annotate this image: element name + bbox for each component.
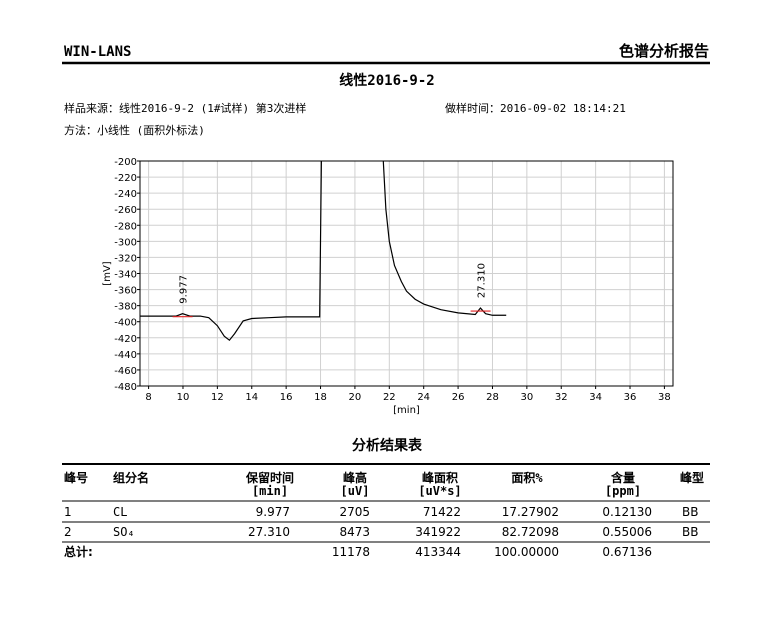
total-label: 总计:: [64, 544, 93, 559]
column-header: 含量: [611, 470, 635, 485]
y-tick-label: -240: [114, 189, 137, 200]
table-cell: BB: [682, 505, 698, 519]
column-header: 保留时间: [245, 470, 294, 485]
x-tick-label: 36: [624, 392, 637, 403]
y-tick-label: -300: [114, 237, 137, 248]
y-tick-label: -480: [114, 382, 137, 393]
total-cell: 100.00000: [494, 545, 559, 559]
table-cell: 9.977: [256, 505, 290, 519]
column-header: [uV]: [341, 484, 370, 498]
column-header: 峰高: [343, 470, 367, 485]
x-tick-label: 12: [211, 392, 224, 403]
x-tick-label: 22: [383, 392, 396, 403]
doc-title: 线性2016-9-2: [339, 72, 434, 89]
trace: [140, 161, 507, 342]
plot-frame: [139, 160, 674, 387]
y-axis-label: [mV]: [102, 261, 113, 285]
table-cell: 8473: [339, 525, 370, 539]
x-tick-label: 8: [145, 392, 151, 403]
x-tick-label: 30: [520, 392, 533, 403]
column-header: [min]: [252, 484, 288, 498]
total-cell: 11178: [332, 545, 370, 559]
table-cell: 0.55006: [602, 525, 652, 539]
table-cell: BB: [682, 525, 698, 539]
y-tick-label: -260: [114, 205, 137, 216]
peak-label: 27.310: [477, 263, 488, 298]
column-header: 峰型: [680, 470, 704, 485]
total-cell: 0.67136: [602, 545, 652, 559]
table-cell: CL: [113, 505, 127, 519]
column-header: [uV*s]: [418, 484, 461, 498]
column-header: 组分名: [113, 470, 149, 485]
y-tick-label: -320: [114, 253, 137, 264]
x-tick-label: 20: [349, 392, 362, 403]
table-title: 分析结果表: [352, 437, 423, 454]
table-cell: 2705: [339, 505, 370, 519]
report-title: 色谱分析报告: [619, 42, 709, 60]
column-header: 峰号: [64, 470, 88, 485]
x-axis-label: [min]: [393, 405, 420, 416]
peak-label: 9.977: [179, 275, 190, 304]
brand: WIN-LANS: [64, 44, 131, 60]
y-tick-label: -400: [114, 318, 137, 329]
column-header: [ppm]: [605, 484, 641, 498]
x-tick-label: 14: [245, 392, 258, 403]
table-cell: 2: [64, 525, 72, 539]
table-cell: 1: [64, 505, 72, 519]
table-cell: 0.12130: [602, 505, 652, 519]
x-tick-label: 24: [417, 392, 430, 403]
y-tick-label: -340: [114, 270, 137, 281]
column-header: 峰面积: [422, 470, 458, 485]
y-tick-label: -220: [114, 173, 137, 184]
table-cell: 82.72098: [502, 525, 559, 539]
y-tick-label: -360: [114, 286, 137, 297]
table-cell: 341922: [415, 525, 461, 539]
total-cell: 413344: [415, 545, 461, 559]
y-tick-label: -280: [114, 221, 137, 232]
table-cell: 17.27902: [502, 505, 559, 519]
table-cell: SO₄: [113, 525, 135, 539]
x-tick-label: 34: [589, 392, 602, 403]
x-tick-label: 18: [314, 392, 327, 403]
x-tick-label: 16: [280, 392, 293, 403]
x-tick-label: 38: [658, 392, 671, 403]
table-cell: 71422: [423, 505, 461, 519]
table-cell: 27.310: [248, 525, 290, 539]
method-info: 方法：小线性 (面积外标法): [64, 123, 205, 137]
y-tick-label: -440: [114, 350, 137, 361]
x-tick-label: 26: [452, 392, 465, 403]
y-tick-label: -200: [114, 157, 137, 168]
sample-info: 样品来源：线性2016-9-2 (1#试样) 第3次进样: [64, 101, 306, 115]
x-tick-label: 10: [177, 392, 190, 403]
column-header: 面积%: [511, 470, 543, 485]
sample-time: 做样时间：2016-09-02 18:14:21: [445, 101, 626, 115]
x-tick-label: 32: [555, 392, 568, 403]
y-tick-label: -380: [114, 302, 137, 313]
y-tick-label: -460: [114, 366, 137, 377]
y-tick-label: -420: [114, 334, 137, 345]
x-tick-label: 28: [486, 392, 499, 403]
